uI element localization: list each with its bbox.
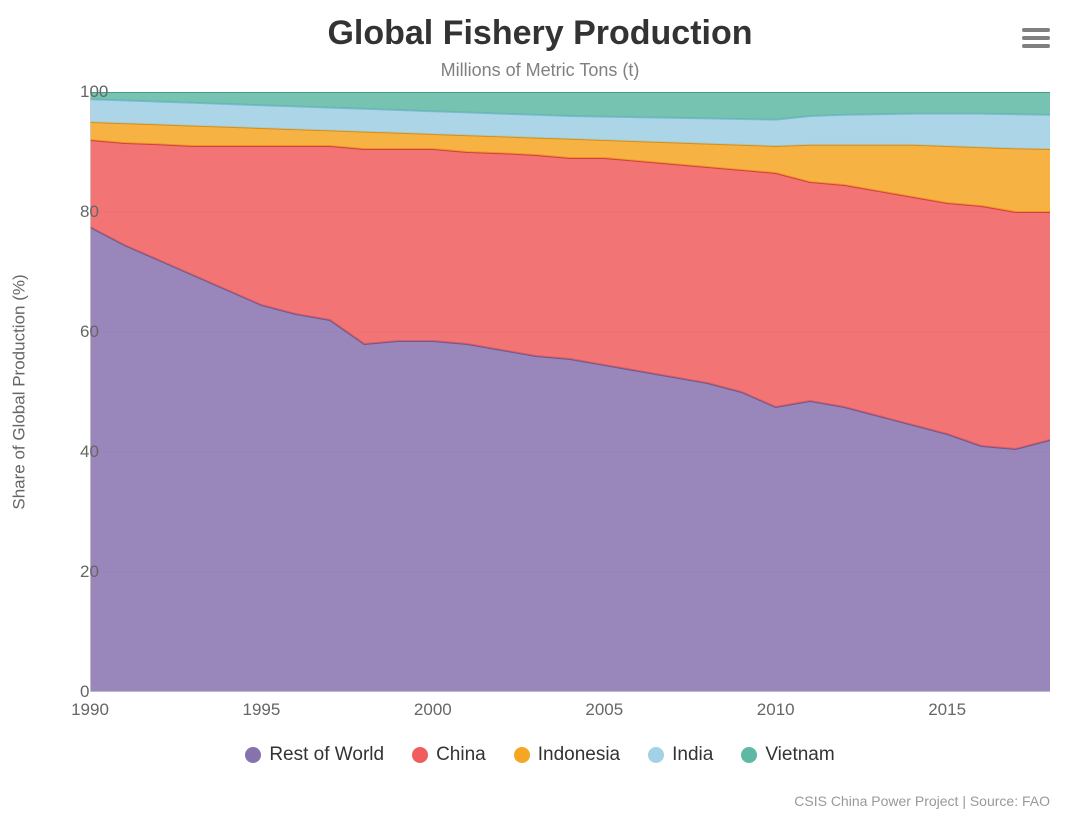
credits-text: CSIS China Power Project | Source: FAO <box>794 793 1050 809</box>
y-tick-label: 100 <box>80 82 90 102</box>
x-tick-label: 2005 <box>585 700 623 720</box>
legend-label: China <box>436 744 486 766</box>
y-tick-label: 80 <box>80 202 90 222</box>
legend-label: Indonesia <box>538 744 620 766</box>
legend-label: Vietnam <box>765 744 834 766</box>
y-axis-title: Share of Global Production (%) <box>8 92 32 692</box>
legend: Rest of World China Indonesia India Vietnam <box>0 744 1080 769</box>
y-tick-label: 40 <box>80 442 90 462</box>
legend-item-vietnam[interactable]: Vietnam <box>741 744 834 766</box>
legend-swatch-icon <box>245 747 261 763</box>
x-tick-label: 2010 <box>757 700 795 720</box>
x-tick-label: 2000 <box>414 700 452 720</box>
legend-item-india[interactable]: India <box>648 744 713 766</box>
y-tick-label: 20 <box>80 562 90 582</box>
chart-subtitle: Millions of Metric Tons (t) <box>0 60 1080 81</box>
x-tick-label: 1990 <box>71 700 109 720</box>
chart-svg <box>90 92 1050 692</box>
y-tick-label: 60 <box>80 322 90 342</box>
legend-swatch-icon <box>741 747 757 763</box>
y-tick-label: 0 <box>80 682 90 702</box>
legend-swatch-icon <box>514 747 530 763</box>
x-tick-label: 2015 <box>928 700 966 720</box>
legend-swatch-icon <box>412 747 428 763</box>
hamburger-menu-icon[interactable] <box>1022 24 1050 52</box>
chart-container: Global Fishery Production Millions of Me… <box>0 0 1080 827</box>
legend-item-indonesia[interactable]: Indonesia <box>514 744 620 766</box>
plot-area: 020406080100 199019952000200520102015 <box>90 92 1050 692</box>
legend-item-china[interactable]: China <box>412 744 486 766</box>
x-tick-label: 1995 <box>243 700 281 720</box>
chart-title: Global Fishery Production <box>0 14 1080 53</box>
legend-item-rest_of_world[interactable]: Rest of World <box>245 744 384 766</box>
legend-label: Rest of World <box>269 744 384 766</box>
legend-swatch-icon <box>648 747 664 763</box>
legend-label: India <box>672 744 713 766</box>
